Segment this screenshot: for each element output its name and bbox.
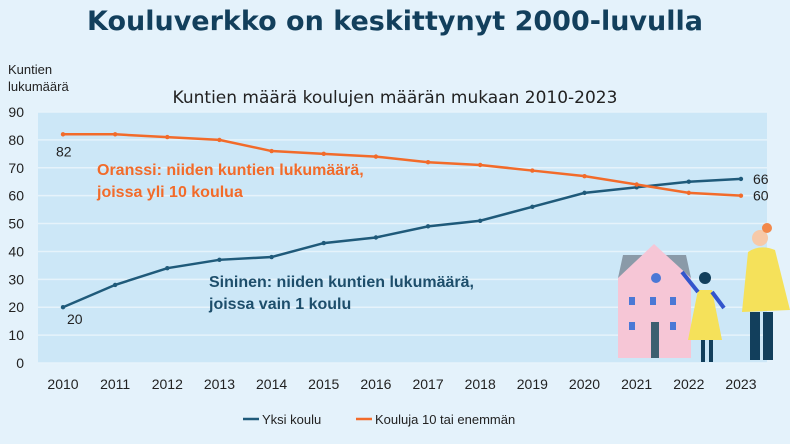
series-line-blue [62,177,742,309]
data-label: 66 [753,171,769,187]
legend-label: Kouluja 10 tai enemmän [375,412,515,427]
y-tick-label: 30 [8,271,24,287]
x-tick-label: 2013 [204,376,235,392]
data-point [634,182,639,187]
data-point [112,282,118,288]
chart-title: Kuntien määrä koulujen määrän mukaan 201… [172,88,618,108]
data-point [269,148,274,154]
x-tick-label: 2012 [152,376,183,392]
data-label: 20 [67,311,83,327]
data-point [530,204,535,210]
y-axis-label: Kuntien lukumäärä [8,62,69,94]
annotation-line: Oranssi: niiden kuntien lukumäärä, [97,162,364,179]
x-tick-label: 2015 [308,376,339,392]
y-tick-label: 10 [8,327,24,343]
y-tick-label: 0 [16,355,24,371]
data-point [582,190,587,196]
data-point [686,179,691,184]
data-point [738,176,744,182]
y-tick-label: 70 [8,160,24,176]
y-tick-label: 80 [8,132,24,148]
x-tick-label: 2023 [725,376,756,392]
x-tick-label: 2022 [673,376,704,392]
annotation-line: Sininen: niiden kuntien lukumäärä, [209,274,474,291]
x-tick-label: 2010 [47,376,78,392]
data-point [373,235,379,240]
data-point [165,265,170,271]
data-point [60,132,66,137]
y-tick-label: 20 [8,299,24,315]
data-point [165,134,170,140]
data-label: 82 [56,143,72,159]
data-point [60,305,66,310]
house-and-people-illustration [618,223,790,362]
data-point [373,154,379,159]
x-tick-label: 2018 [465,376,496,392]
x-tick-label: 2019 [517,376,548,392]
y-tick-label: 60 [8,188,24,204]
x-tick-label: 2011 [100,376,130,392]
data-point [269,254,274,260]
x-tick-label: 2021 [621,376,652,392]
legend-label: Yksi koulu [262,412,321,427]
data-point [686,190,691,196]
data-point [478,162,483,168]
annotation-line: joissa vain 1 koulu [209,296,352,313]
data-point [425,160,431,165]
data-point [425,224,431,229]
data-point [738,193,744,198]
data-point [321,240,326,246]
y-tick-label: 90 [8,104,24,120]
x-tick-label: 2017 [412,376,443,392]
data-point [321,151,326,157]
x-tick-label: 2020 [569,376,600,392]
data-point [478,218,483,223]
y-tick-label: 50 [8,216,24,232]
data-point [112,132,118,137]
annotation-line: joissa yli 10 koulua [97,184,243,201]
series-line-orange [63,133,742,197]
data-point [217,137,222,143]
data-point [530,168,535,173]
data-point [217,257,222,263]
x-tick-label: 2016 [360,376,391,392]
x-tick-label: 2014 [256,376,287,392]
blue-series-annotation: Sininen: niiden kuntien lukumäärä, joiss… [209,272,474,316]
data-point [582,173,587,179]
data-label: 60 [753,188,769,204]
y-tick-label: 40 [8,243,24,259]
orange-series-annotation: Oranssi: niiden kuntien lukumäärä, joiss… [97,160,364,204]
page-title: Kouluverkko on keskittynyt 2000-luvulla [87,6,703,37]
